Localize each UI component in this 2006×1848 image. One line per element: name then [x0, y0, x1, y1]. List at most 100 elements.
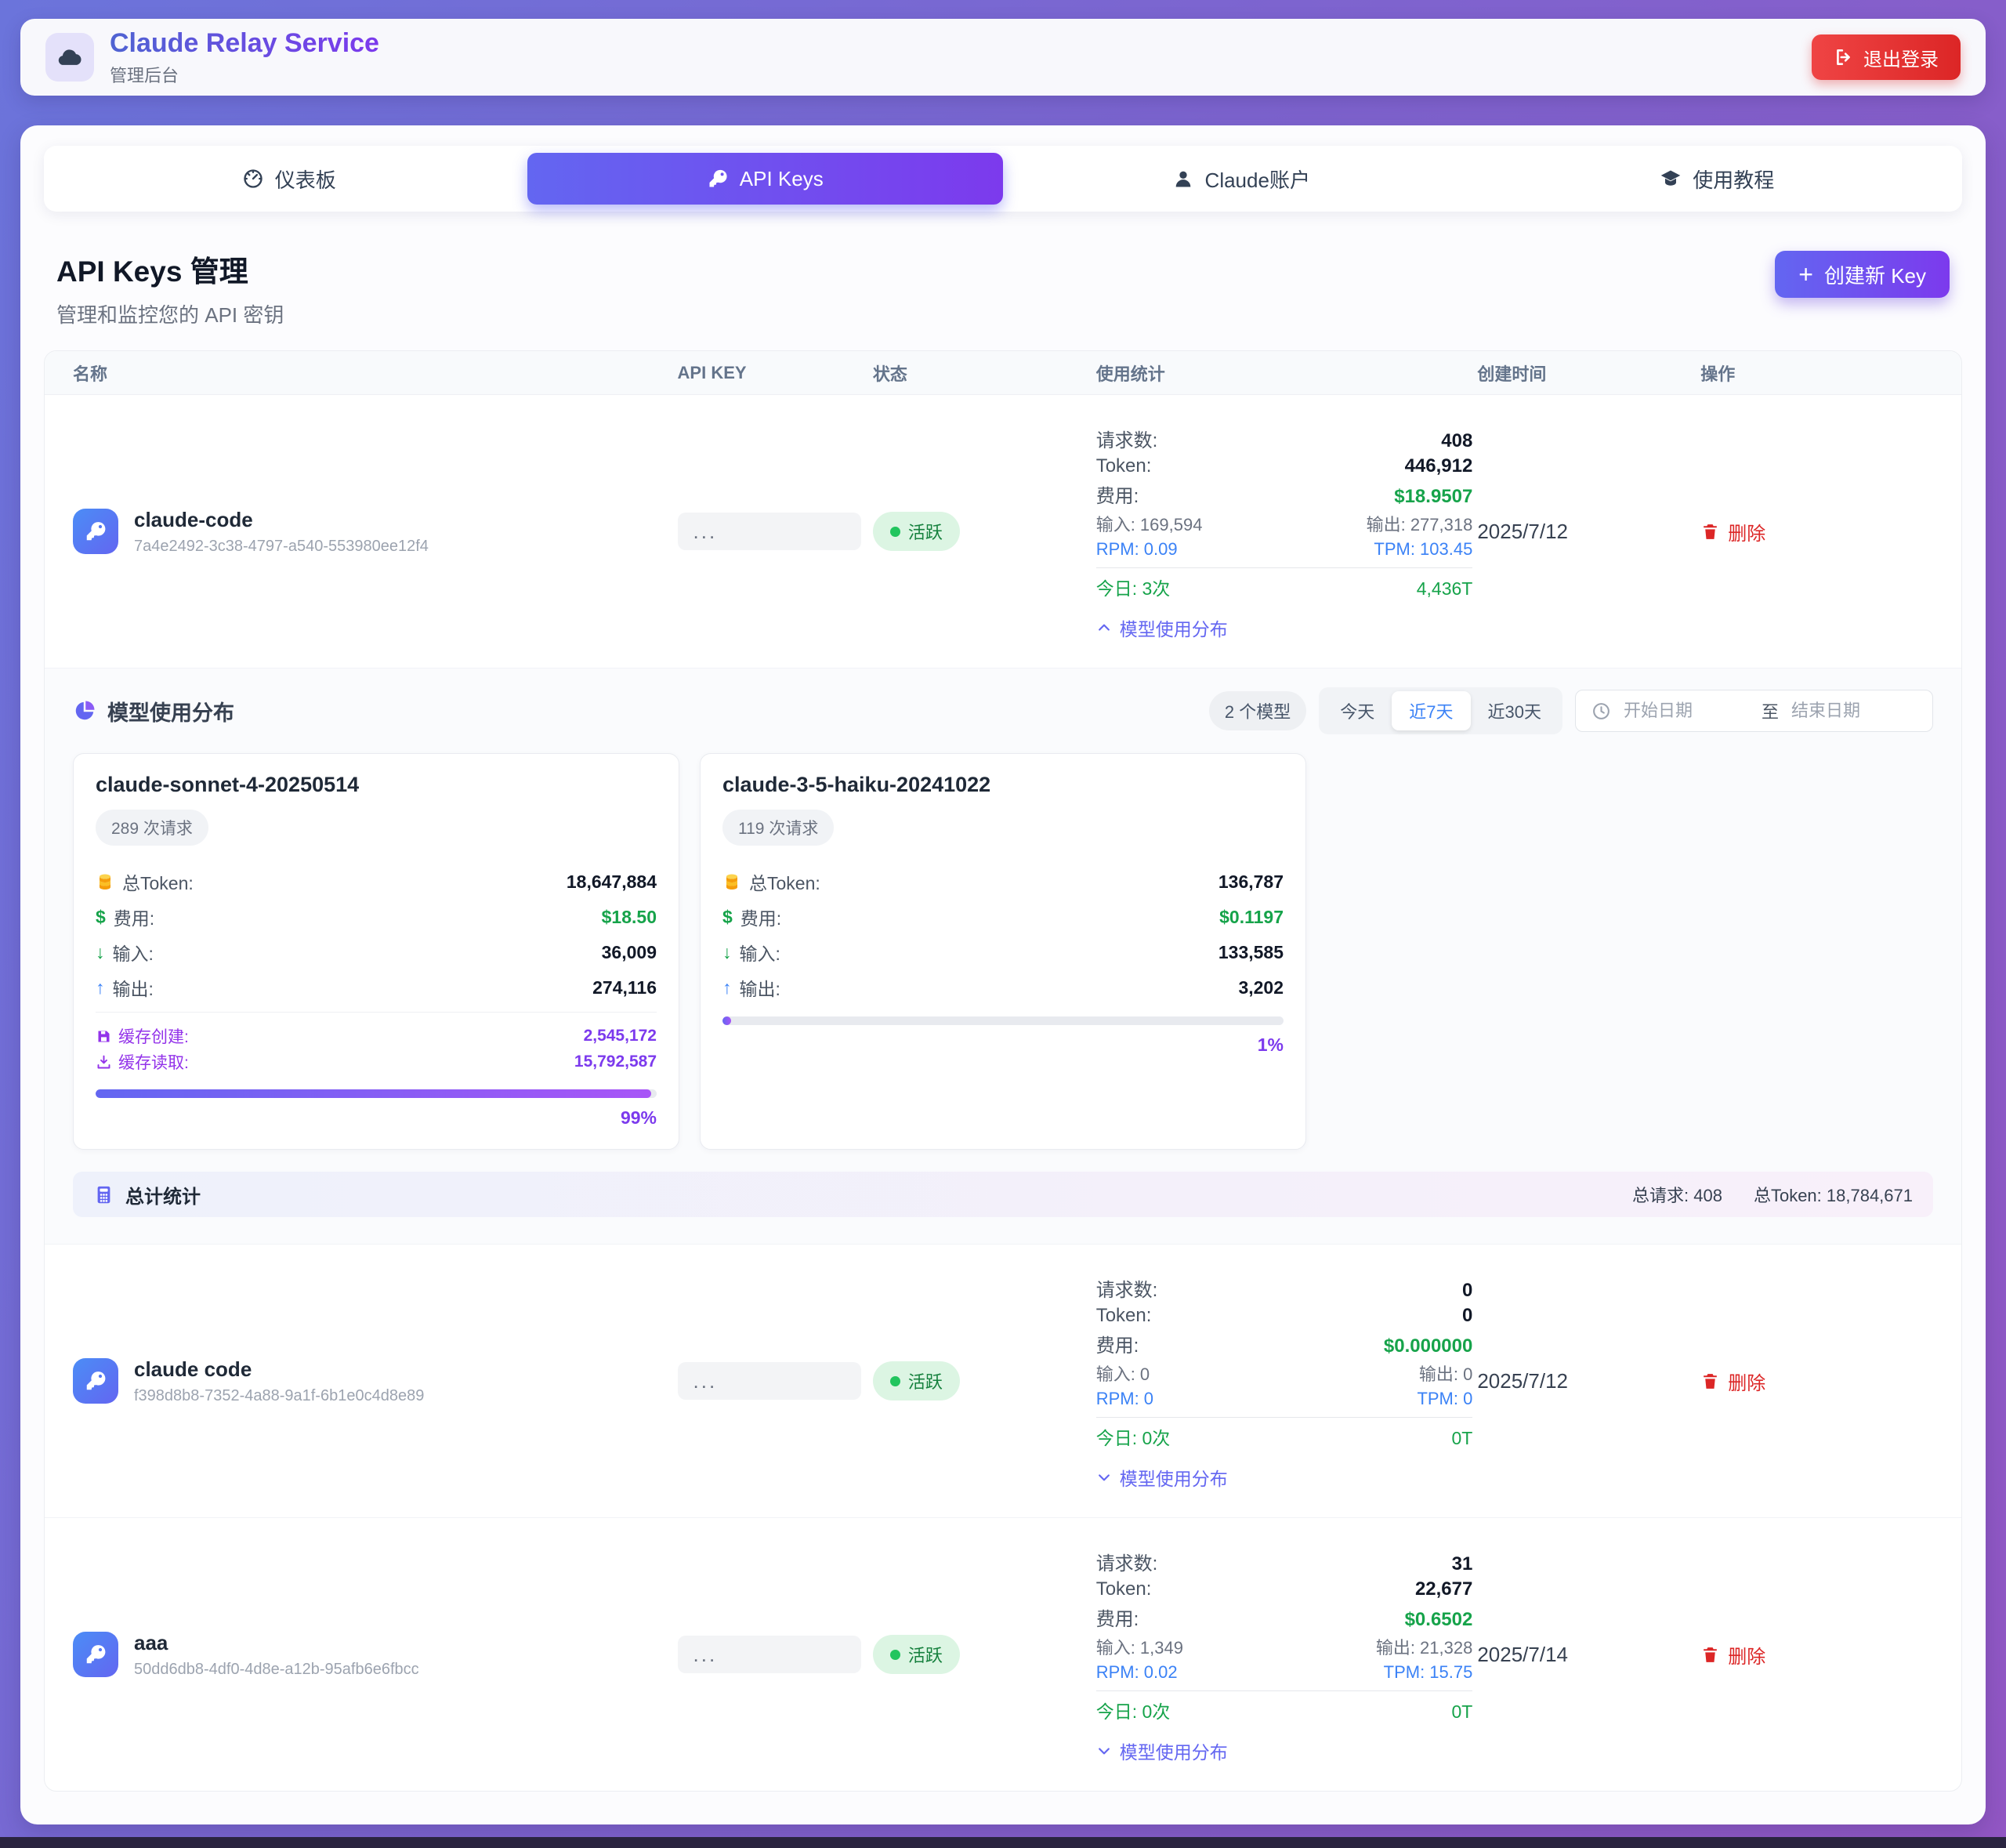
model-cards: claude-sonnet-4-20250514 289 次请求 总Token:…: [73, 753, 1933, 1150]
stat-today-count: 今日: 3次: [1095, 578, 1171, 599]
model-distribution-label: 模型使用分布: [1119, 1469, 1228, 1489]
dollar-icon: $: [722, 906, 733, 927]
model-stat-value: 3,202: [1238, 977, 1284, 998]
start-date-input[interactable]: [1623, 701, 1749, 721]
filter-last30days[interactable]: 近30天: [1471, 691, 1559, 730]
stat-value: 408: [1441, 430, 1473, 451]
logout-button[interactable]: 退出登录: [1812, 34, 1961, 80]
tab-claude-account-label: Claude账户: [1204, 168, 1310, 192]
model-stat-label-text: 输出:: [112, 979, 154, 999]
down-arrow-icon: ↓: [722, 941, 732, 962]
stat-label: 请求数:: [1095, 1553, 1158, 1574]
key-icon: [86, 522, 106, 541]
save-icon: [98, 1031, 110, 1042]
status-cell: 活跃: [872, 512, 1096, 551]
model-distribution-toggle[interactable]: 模型使用分布: [1096, 1737, 1473, 1764]
model-distribution-label: 模型使用分布: [1119, 619, 1228, 640]
table-row: aaa 50dd6db8-4df0-4d8e-a12b-95afb6e6fbcc…: [45, 1518, 1961, 1791]
bottom-strip: [0, 1837, 2006, 1848]
status-badge: 活跃: [872, 512, 960, 551]
stat-output: 输出: 21,328: [1375, 1638, 1473, 1658]
usage-stats-cell: 请求数: 408 Token: 446,912 费用: $18.9507 输入: 16…: [1095, 422, 1478, 641]
tab-api-keys[interactable]: API Keys: [527, 153, 1003, 205]
totals-requests: 总请求: 408: [1632, 1186, 1722, 1205]
cache-label-text: 缓存读取:: [118, 1054, 189, 1072]
stat-today: 今日: 3次 4,436T: [1096, 574, 1473, 600]
stat-io: 输入: 1,349 输出: 21,328: [1096, 1634, 1473, 1659]
delete-button[interactable]: 删除: [1700, 1641, 1933, 1669]
stat-today-tokens: 0T: [1451, 1428, 1473, 1448]
key-name: claude-code: [134, 507, 253, 531]
model-stat-value: 133,585: [1218, 941, 1284, 962]
stat-today-count: 今日: 0次: [1095, 1428, 1171, 1448]
distribution-controls: 2 个模型 今天 近7天 近30天 至: [1208, 687, 1933, 734]
masked-api-key[interactable]: ...: [677, 1362, 861, 1400]
stat-value: $18.9507: [1394, 486, 1473, 507]
model-distribution-toggle[interactable]: 模型使用分布: [1096, 1464, 1473, 1491]
usage-stats-cell: 请求数: 31 Token: 22,677 费用: $0.6502 输入: 1,349…: [1095, 1545, 1478, 1764]
totals-tokens: 总Token: 18,784,671: [1753, 1186, 1913, 1205]
stat-rate: RPM: 0 TPM: 0: [1096, 1389, 1473, 1409]
filter-last7days[interactable]: 近7天: [1392, 691, 1471, 730]
model-stat-label: ↑ 输出:: [722, 974, 780, 1001]
key-id: 50dd6db8-4df0-4d8e-a12b-95afb6e6fbcc: [134, 1660, 419, 1678]
cache-label: 缓存读取:: [96, 1050, 189, 1074]
trash-icon: [1704, 524, 1718, 539]
stat-today-count: 今日: 0次: [1095, 1701, 1171, 1722]
model-stat-label-text: 输入:: [739, 944, 780, 964]
stat-label: 费用:: [1095, 1609, 1139, 1630]
totals-title: 总计统计: [125, 1186, 201, 1208]
usage-progress-fill: [96, 1089, 651, 1098]
tab-tutorial[interactable]: 使用教程: [1479, 153, 1956, 205]
stat-value: 446,912: [1404, 455, 1473, 476]
trash-icon: [1704, 1373, 1718, 1389]
delete-label: 删除: [1728, 523, 1766, 545]
stat-fee: 费用: $0.6502: [1096, 1603, 1473, 1631]
tab-dashboard[interactable]: 仪表板: [51, 153, 527, 205]
calculator-icon: [97, 1186, 110, 1203]
model-card: claude-3-5-haiku-20241022 119 次请求 总Token…: [700, 753, 1306, 1150]
col-header-created: 创建时间: [1477, 364, 1547, 384]
model-stat-value: 274,116: [592, 977, 657, 998]
stat-token: Token: 22,677: [1096, 1578, 1473, 1600]
usage-percent: 1%: [1257, 1035, 1284, 1055]
col-header-status: 状态: [872, 364, 907, 384]
stat-requests: 请求数: 408: [1096, 425, 1473, 452]
created-date: 2025/7/12: [1477, 1368, 1569, 1393]
cache-value: 15,792,587: [574, 1053, 657, 1071]
end-date-input[interactable]: [1791, 701, 1917, 721]
delete-button[interactable]: 删除: [1700, 1368, 1933, 1395]
app-title: Claude Relay Service: [110, 27, 379, 58]
create-key-button[interactable]: + 创建新 Key: [1775, 251, 1950, 298]
key-avatar: [73, 1632, 118, 1677]
filter-today[interactable]: 今天: [1323, 691, 1392, 730]
model-stat-label: 总Token:: [722, 868, 820, 895]
model-stat-label: ↓ 输入:: [96, 939, 154, 966]
table-header-row: 名称 API KEY 状态 使用统计 创建时间 操作: [45, 351, 1961, 395]
cache-label-text: 缓存创建:: [118, 1028, 189, 1046]
trash-icon: [1704, 1647, 1718, 1662]
distribution-title-block: 模型使用分布: [73, 696, 234, 727]
coins-icon: [100, 874, 110, 890]
model-name: claude-sonnet-4-20250514: [96, 773, 360, 796]
tab-claude-account[interactable]: Claude账户: [1003, 153, 1479, 205]
masked-api-key[interactable]: ...: [677, 513, 861, 550]
masked-api-key[interactable]: ...: [677, 1636, 861, 1673]
model-distribution-toggle[interactable]: 模型使用分布: [1096, 614, 1473, 641]
stat-tpm: TPM: 0: [1417, 1389, 1473, 1408]
empty-card-slot: [1327, 753, 1933, 1150]
stat-rate: RPM: 0.02 TPM: 15.75: [1096, 1662, 1473, 1683]
stat-today-tokens: 0T: [1451, 1701, 1473, 1722]
delete-button[interactable]: 删除: [1700, 518, 1933, 545]
key-name-block: claude-code 7a4e2492-3c38-4797-a540-5539…: [134, 508, 429, 556]
model-stat-fee: $ 费用: $18.50: [96, 904, 657, 930]
delete-label: 删除: [1728, 1646, 1766, 1668]
model-stat-output: ↑ 输出: 274,116: [96, 974, 657, 1001]
divider: [1095, 567, 1473, 568]
created-date: 2025/7/12: [1477, 519, 1569, 543]
stat-tpm: TPM: 15.75: [1383, 1662, 1473, 1682]
tab-api-keys-label: API Keys: [739, 166, 824, 190]
stat-label: Token:: [1095, 455, 1152, 476]
stat-requests: 请求数: 31: [1096, 1548, 1473, 1575]
